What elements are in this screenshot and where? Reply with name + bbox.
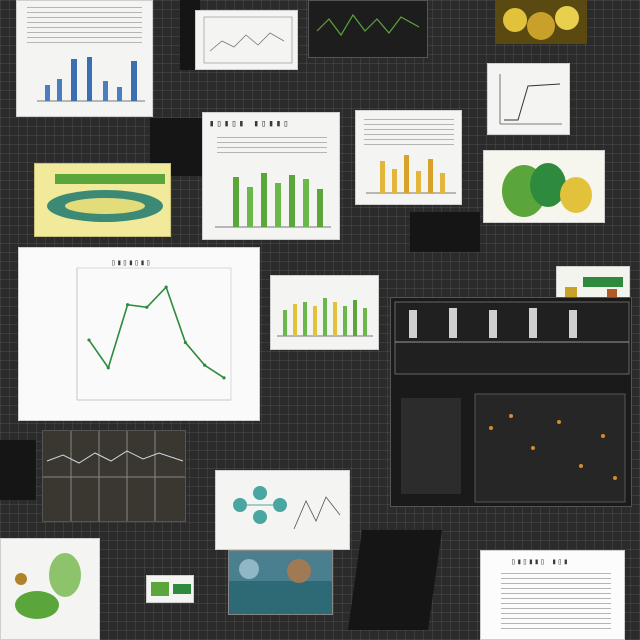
yellow-picture [495, 0, 587, 44]
colourful-photo [228, 550, 333, 615]
orange-bar-chart-page [355, 110, 462, 205]
line-point [125, 303, 130, 307]
line-chart [76, 267, 232, 401]
line-series [88, 285, 225, 379]
dark-monitor [390, 297, 632, 507]
green-bar-chart [215, 173, 331, 228]
line-point [87, 338, 91, 342]
document-text-lines [501, 573, 611, 633]
dark-monitor-display [394, 301, 630, 503]
line-point [106, 366, 110, 370]
background-block [0, 440, 36, 500]
small-plot-page [195, 10, 298, 70]
line-point [203, 363, 207, 367]
network-diagram [233, 486, 341, 530]
line-chart-page: ▯▮▯▮▯▮▯ [18, 247, 260, 421]
dark-grid-panel [42, 430, 186, 522]
background-block [347, 530, 443, 630]
blue-bar-chart [37, 57, 145, 102]
line-point [164, 285, 168, 289]
plant-illustration [502, 163, 592, 217]
step-line-plot [499, 74, 562, 125]
line-point [145, 305, 149, 309]
dark-screen-top [308, 0, 428, 58]
leaf-illustration-card [34, 163, 171, 237]
colourful-photo-image [229, 559, 332, 614]
small-green-bar-page [270, 275, 379, 350]
yellow-illustration [503, 6, 579, 40]
orange-bar-chart [366, 155, 456, 194]
green-signal-plot [316, 13, 420, 37]
scribble-heading: ▮▯▮▯▮ ▮▯▮▮▯ [209, 119, 291, 129]
small-label-graphic [151, 582, 191, 596]
network-diagram-page [215, 470, 350, 550]
plot-frame [76, 267, 232, 401]
line-point [183, 340, 188, 345]
bar-chart-page [16, 0, 153, 117]
leaf-drawing [15, 553, 81, 619]
chart-scribble-title: ▯▮▯▮▯▮▯ [111, 258, 152, 267]
line-point [222, 376, 226, 380]
small-line-plot [203, 16, 293, 64]
dark-grid-display [43, 431, 185, 521]
document-scribble-title: ▯▮▯▮▮▯ ▮▯▮ [511, 557, 570, 566]
background-block [410, 212, 480, 252]
document-page: ▯▮▯▮▮▯ ▮▯▮ [480, 550, 625, 640]
leaf-page [0, 538, 100, 640]
step-plot-page [487, 63, 570, 135]
small-label-card [146, 575, 194, 603]
leaf-illustration [47, 174, 165, 222]
green-bar-chart-page: ▮▯▮▯▮ ▮▯▮▮▯ [202, 112, 340, 240]
plant-illustration-card [483, 150, 605, 223]
small-green-bar-chart [277, 298, 373, 337]
